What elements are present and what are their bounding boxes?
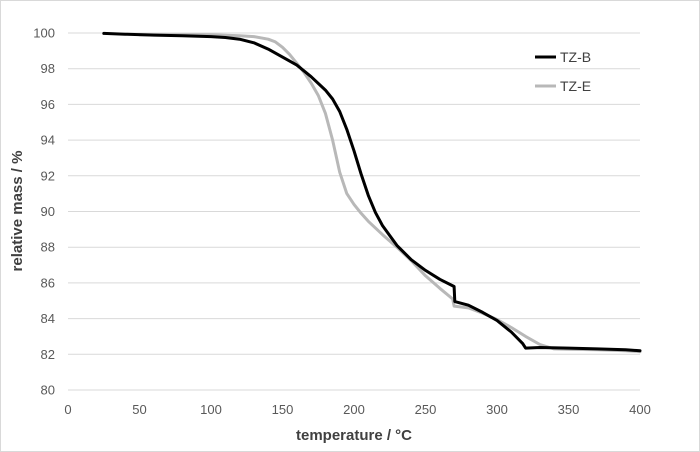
- y-tick-label: 92: [41, 168, 55, 183]
- series-line-tz-b: [102, 31, 642, 353]
- x-tick-label: 50: [132, 402, 146, 417]
- y-axis-label: relative mass / %: [9, 151, 26, 272]
- y-tick-label: 88: [41, 240, 55, 255]
- x-tick-label: 100: [200, 402, 222, 417]
- series-lines: [102, 31, 642, 354]
- series-line-tz-e: [138, 33, 642, 354]
- grid-lines: [68, 32, 640, 355]
- x-tick-label: 400: [629, 402, 651, 417]
- x-tick-label: 350: [558, 402, 580, 417]
- y-tick-label: 84: [41, 311, 55, 326]
- y-tick-label: 94: [41, 133, 55, 148]
- y-tick-label: 82: [41, 347, 55, 362]
- x-tick-label: 0: [64, 402, 71, 417]
- legend-label: TZ-B: [560, 49, 591, 65]
- y-tick-label: 90: [41, 204, 55, 219]
- legend: TZ-B TZ-E: [535, 49, 591, 94]
- x-tick-labels: 0 50 100 150 200 250 300 350 400: [64, 402, 650, 417]
- x-tick-label: 300: [486, 402, 508, 417]
- y-tick-labels: 80 82 84 86 88 90 92 94 96 98 100: [33, 26, 55, 398]
- y-tick-label: 86: [41, 275, 55, 290]
- x-axis-label: temperature / °C: [296, 427, 412, 444]
- x-tick-label: 200: [343, 402, 365, 417]
- y-tick-label: 96: [41, 97, 55, 112]
- y-tick-label: 80: [41, 383, 55, 398]
- y-tick-label: 98: [41, 61, 55, 76]
- y-tick-label: 100: [33, 26, 55, 41]
- legend-label: TZ-E: [560, 78, 591, 94]
- x-tick-label: 250: [415, 402, 437, 417]
- x-tick-label: 150: [272, 402, 294, 417]
